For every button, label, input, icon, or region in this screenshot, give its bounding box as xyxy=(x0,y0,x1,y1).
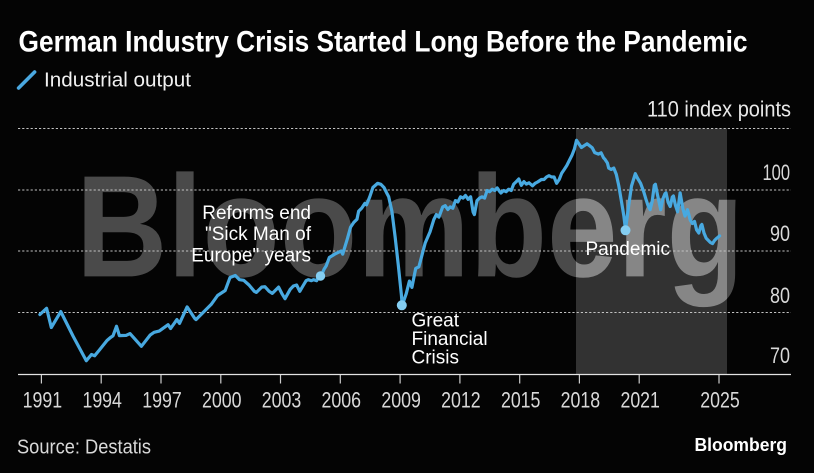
svg-text:2006: 2006 xyxy=(322,388,362,413)
svg-text:Bloomberg: Bloomberg xyxy=(695,434,788,455)
svg-text:70: 70 xyxy=(770,343,790,368)
svg-text:80: 80 xyxy=(770,283,790,308)
svg-text:2018: 2018 xyxy=(561,388,601,413)
svg-text:Reforms end: Reforms end xyxy=(202,203,311,224)
svg-text:Europe" years: Europe" years xyxy=(191,246,311,267)
svg-text:2025: 2025 xyxy=(700,388,740,413)
svg-text:2015: 2015 xyxy=(501,388,541,413)
svg-text:Pandemic: Pandemic xyxy=(586,239,671,260)
svg-text:1997: 1997 xyxy=(142,388,182,413)
svg-text:2000: 2000 xyxy=(202,388,242,413)
svg-text:2012: 2012 xyxy=(441,388,481,413)
svg-text:Crisis: Crisis xyxy=(412,348,460,369)
svg-text:110 index points: 110 index points xyxy=(647,97,791,122)
svg-text:2009: 2009 xyxy=(381,388,421,413)
svg-text:1991: 1991 xyxy=(23,388,63,413)
svg-text:2021: 2021 xyxy=(620,388,660,413)
svg-text:100: 100 xyxy=(763,160,791,185)
svg-text:2003: 2003 xyxy=(262,388,302,413)
svg-text:90: 90 xyxy=(770,221,790,246)
svg-text:Financial: Financial xyxy=(412,329,488,350)
svg-text:Great: Great xyxy=(412,311,460,332)
svg-text:German Industry Crisis Started: German Industry Crisis Started Long Befo… xyxy=(19,26,748,59)
svg-text:1994: 1994 xyxy=(82,388,122,413)
svg-text:Industrial output: Industrial output xyxy=(44,70,191,92)
svg-text:"Sick Man of: "Sick Man of xyxy=(205,224,312,245)
svg-text:Source: Destatis: Source: Destatis xyxy=(17,437,151,459)
